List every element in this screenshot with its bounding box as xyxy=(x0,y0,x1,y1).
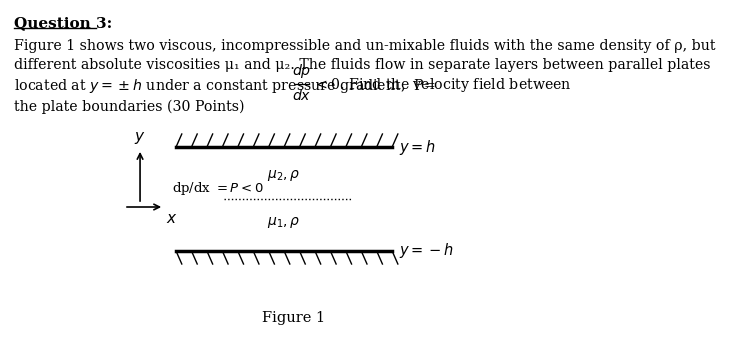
Text: the plate boundaries (30 Points): the plate boundaries (30 Points) xyxy=(15,100,245,115)
Text: $y$: $y$ xyxy=(134,130,146,146)
Text: $x$: $x$ xyxy=(167,212,178,226)
Text: $\mu_2, \rho$: $\mu_2, \rho$ xyxy=(267,168,301,183)
Text: $<$0. Find the velocity field between: $<$0. Find the velocity field between xyxy=(313,76,572,94)
Text: Figure 1: Figure 1 xyxy=(262,311,325,325)
Text: $dp$: $dp$ xyxy=(292,62,311,80)
Text: $\mu_1, \rho$: $\mu_1, \rho$ xyxy=(267,215,301,230)
Text: Question 3:: Question 3: xyxy=(15,16,112,30)
Text: $y = h$: $y = h$ xyxy=(399,137,436,156)
Text: dp/dx $=P<0$: dp/dx $=P<0$ xyxy=(172,180,264,197)
Text: Figure 1 shows two viscous, incompressible and un-mixable fluids with the same d: Figure 1 shows two viscous, incompressib… xyxy=(15,39,716,53)
Text: located at $y = \pm h$ under a constant pressure gradient,  P=: located at $y = \pm h$ under a constant … xyxy=(15,77,436,95)
Text: $y = -h$: $y = -h$ xyxy=(399,242,454,261)
Text: different absolute viscosities μ₁ and μ₂. The fluids flow in separate layers bet: different absolute viscosities μ₁ and μ₂… xyxy=(15,58,711,72)
Text: $dx$: $dx$ xyxy=(292,88,311,103)
